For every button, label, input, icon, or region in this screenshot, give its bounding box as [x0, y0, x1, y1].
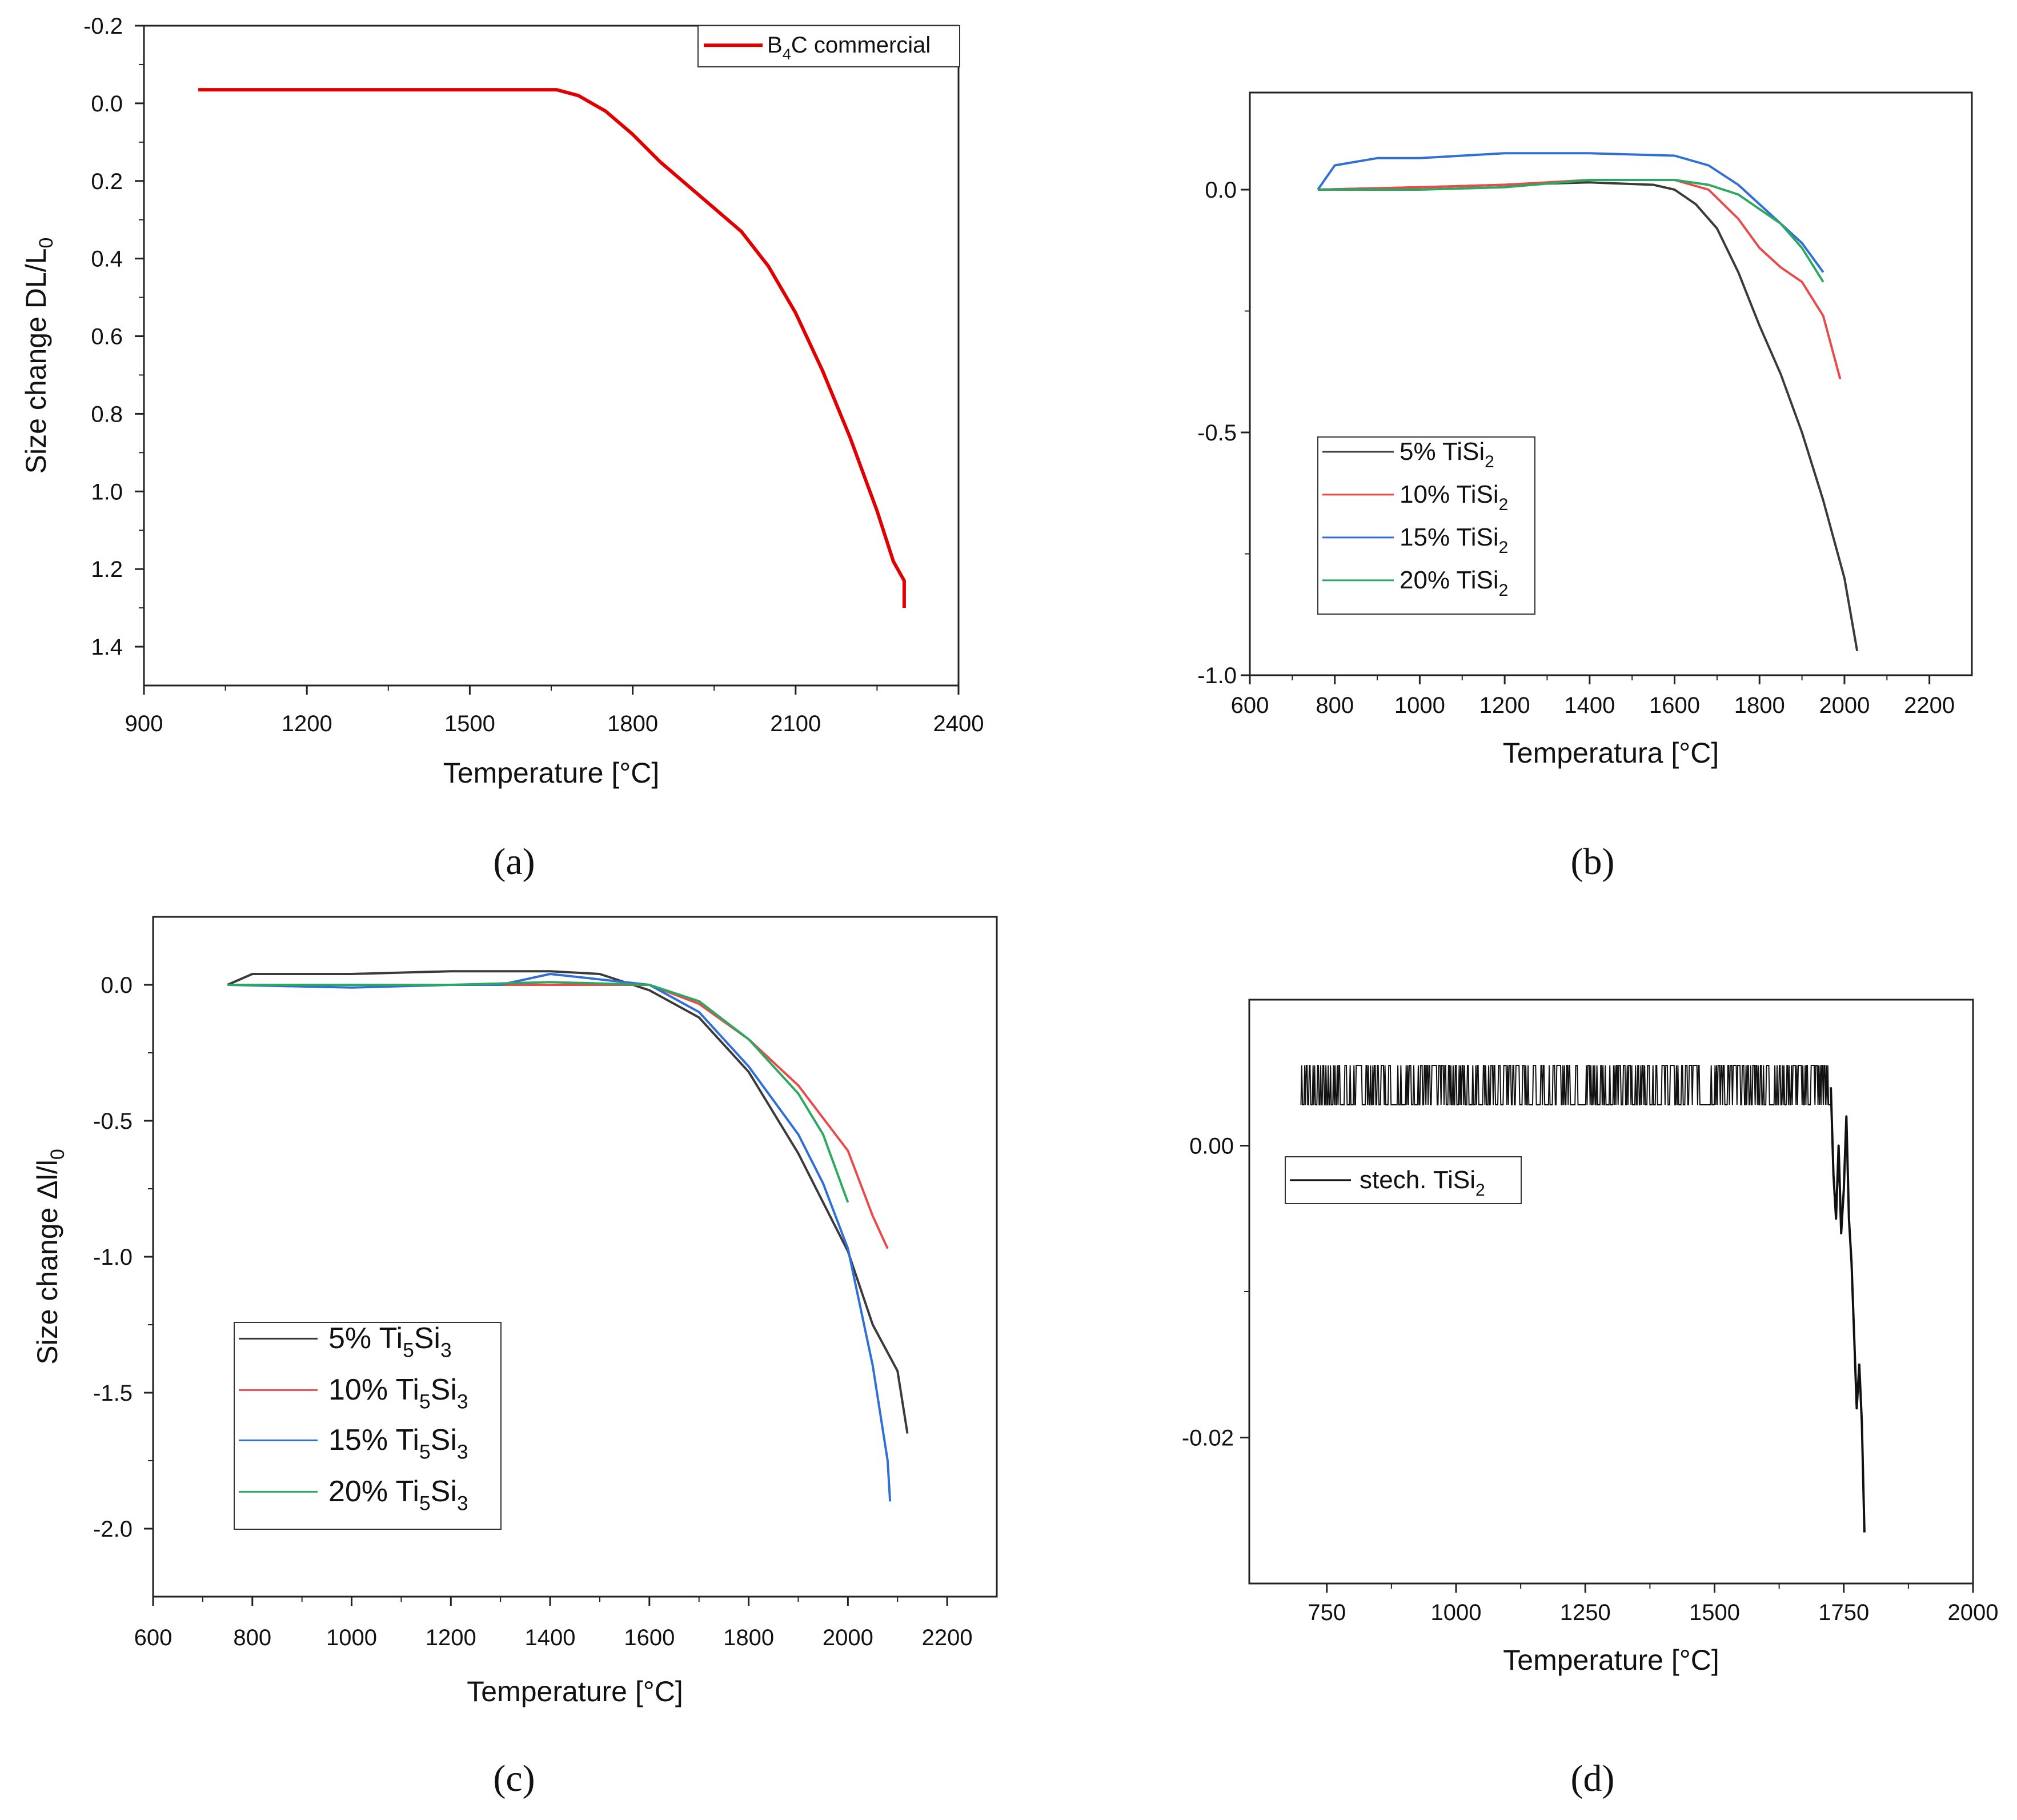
- x-tick-label-d-3: 1500: [1689, 1600, 1740, 1625]
- chart-panel-b: 600 800 1000 1200 1400 1600 1800 2000 2200 0.0 -0.…: [1197, 91, 1973, 883]
- legend-label-b-3: 20% TiSi2: [1400, 566, 1508, 600]
- legend-c: 5% Ti5Si3 10% Ti5Si3 15% Ti5Si3 20% Ti5Si3: [234, 1322, 502, 1530]
- panel-label-b: (b): [1571, 841, 1615, 883]
- legend-label-a-0: B4C commercial: [767, 33, 931, 63]
- x-tick-label-d-1: 1000: [1431, 1600, 1482, 1625]
- x-tick-label-b-8: 2200: [1904, 693, 1955, 718]
- y-tick-label-a-3: 0.4: [91, 247, 123, 272]
- y-tick-label-c-1: -0.5: [93, 1109, 133, 1134]
- x-tick-label-a-3: 1800: [607, 711, 658, 736]
- series-line-b-3: [1318, 179, 1824, 283]
- series-band-d-0: [1300, 1065, 1831, 1105]
- series-line-c-3: [227, 981, 849, 1203]
- legend-label-b-2: 15% TiSi2: [1400, 523, 1508, 557]
- series-b-3: [1318, 179, 1824, 283]
- x-axis-title-c: Temperature [°C]: [467, 1675, 683, 1707]
- y-tick-label-c-4: -2.0: [93, 1517, 133, 1542]
- y-tick-label-a-2: 0.2: [91, 169, 123, 194]
- x-tick-label-a-5: 2400: [933, 711, 984, 736]
- series-line-d-0: [1830, 1087, 1866, 1533]
- legend-box-c: [234, 1322, 502, 1530]
- x-tick-label-b-3: 1200: [1479, 693, 1530, 718]
- series-line-a-0: [198, 88, 906, 608]
- legend-label-b-1: 10% TiSi2: [1400, 480, 1508, 514]
- x-tick-label-c-6: 1800: [723, 1625, 774, 1650]
- y-tick-label-b-0: 0.0: [1205, 178, 1237, 203]
- x-tick-label-d-2: 1250: [1560, 1600, 1611, 1625]
- plot-frame-b: [1249, 91, 1973, 676]
- x-tick-label-d-5: 2000: [1948, 1600, 1999, 1625]
- y-tick-label-a-6: 1.0: [91, 479, 123, 504]
- x-tick-label-b-4: 1400: [1564, 693, 1615, 718]
- y-tick-label-b-1: -0.5: [1197, 420, 1237, 446]
- series-b-1: [1317, 179, 1842, 380]
- x-tick-label-a-1: 1200: [282, 711, 332, 736]
- y-tick-label-a-8: 1.4: [91, 635, 123, 660]
- y-axis-title-a: Size change DL/L0: [20, 238, 57, 474]
- x-tick-label-b-0: 600: [1231, 693, 1269, 718]
- y-tick-label-d-1: -0.02: [1182, 1426, 1234, 1451]
- series-line-b-1: [1317, 179, 1842, 380]
- y-tick-label-a-5: 0.8: [91, 402, 123, 427]
- x-tick-label-c-7: 2000: [823, 1625, 873, 1650]
- x-tick-label-d-0: 750: [1308, 1600, 1346, 1625]
- legend-label-c-2: 15% Ti5Si3: [328, 1424, 468, 1464]
- chart-panel-c: 600 800 1000 1200 1400 1600 1800 2000 2200 0.0 -0.…: [31, 916, 998, 1799]
- y-axis-title-c: Size change Δl/l0: [31, 1149, 69, 1365]
- series-a-0: [198, 88, 906, 608]
- x-tick-label-b-6: 1800: [1734, 693, 1785, 718]
- series-c-0: [227, 970, 909, 1434]
- legend-box-b: [1317, 436, 1535, 615]
- y-tick-label-b-2: -1.0: [1197, 663, 1237, 688]
- legend-label-c-1: 10% Ti5Si3: [328, 1373, 468, 1413]
- x-tick-label-b-5: 1600: [1649, 693, 1700, 718]
- chart-panel-d: 750 1000 1250 1500 1750 2000 0.00 -0.02 Temperat…: [1182, 999, 1999, 1799]
- x-tick-label-c-0: 600: [134, 1625, 173, 1650]
- legend-label-d-0: stech. TiSi2: [1360, 1166, 1485, 1200]
- y-tick-label-c-3: -1.5: [93, 1381, 133, 1406]
- x-tick-label-c-4: 1400: [525, 1625, 576, 1650]
- x-tick-label-b-7: 2000: [1819, 693, 1870, 718]
- panel-label-c: (c): [493, 1758, 535, 1799]
- x-tick-label-a-4: 2100: [770, 711, 821, 736]
- y-tick-label-a-4: 0.6: [91, 324, 123, 350]
- y-tick-label-d-0: 0.00: [1189, 1134, 1234, 1159]
- x-tick-label-b-1: 800: [1316, 693, 1354, 718]
- legend-label-b-0: 5% TiSi2: [1400, 438, 1494, 471]
- x-axis-title-b: Temperatura [°C]: [1503, 737, 1719, 769]
- y-tick-label-c-0: 0.0: [101, 973, 133, 998]
- chart-panel-a: 900 1200 1500 1800 2100 2400 -0.2 0.0 0.2 0.4 0.6 0…: [20, 14, 984, 883]
- legend-label-c-3: 20% Ti5Si3: [328, 1475, 468, 1515]
- y-tick-label-a-0: -0.2: [83, 14, 123, 39]
- x-tick-label-d-4: 1750: [1818, 1600, 1869, 1625]
- x-axis-title-d: Temperature [°C]: [1503, 1644, 1719, 1676]
- x-tick-label-c-5: 1600: [624, 1625, 675, 1650]
- x-tick-label-c-8: 2200: [922, 1625, 973, 1650]
- panel-label-d: (d): [1571, 1758, 1615, 1799]
- y-tick-label-a-1: 0.0: [91, 91, 123, 117]
- legend-label-c-0: 5% Ti5Si3: [328, 1322, 452, 1362]
- x-tick-label-c-1: 800: [233, 1625, 271, 1650]
- legend-a: B4C commercial: [697, 25, 960, 67]
- series-line-c-0: [227, 970, 909, 1434]
- legend-d: stech. TiSi2: [1285, 1156, 1522, 1204]
- x-tick-label-b-2: 1000: [1394, 693, 1445, 718]
- panel-label-a: (a): [493, 841, 535, 883]
- x-tick-label-a-2: 1500: [444, 711, 495, 736]
- series-d-0: [1300, 1065, 1866, 1533]
- legend-b: 5% TiSi2 10% TiSi2 15% TiSi2 20% TiSi2: [1317, 436, 1535, 615]
- y-tick-label-c-2: -1.0: [93, 1245, 133, 1270]
- y-tick-label-a-7: 1.2: [91, 557, 123, 582]
- x-tick-label-c-3: 1200: [426, 1625, 476, 1650]
- series-c-3: [227, 981, 849, 1203]
- x-tick-label-a-0: 900: [125, 711, 163, 736]
- x-axis-title-a: Temperature [°C]: [443, 757, 659, 789]
- x-tick-label-c-2: 1000: [326, 1625, 377, 1650]
